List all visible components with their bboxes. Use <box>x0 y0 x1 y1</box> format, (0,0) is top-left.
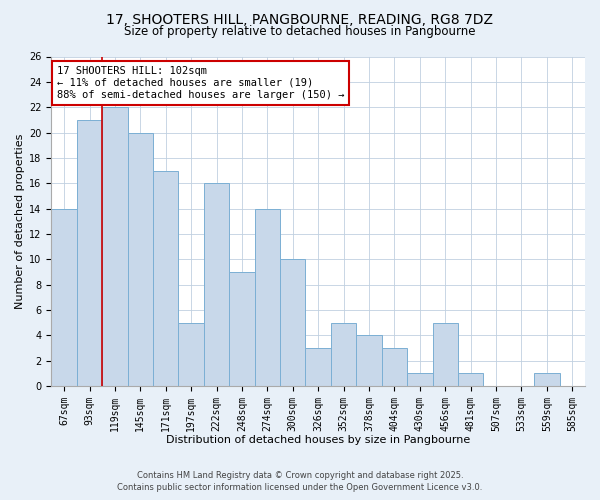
Text: 17, SHOOTERS HILL, PANGBOURNE, READING, RG8 7DZ: 17, SHOOTERS HILL, PANGBOURNE, READING, … <box>107 12 493 26</box>
Bar <box>305 348 331 386</box>
Bar <box>52 208 77 386</box>
Bar <box>331 322 356 386</box>
Bar <box>178 322 204 386</box>
Y-axis label: Number of detached properties: Number of detached properties <box>15 134 25 309</box>
Bar <box>356 335 382 386</box>
Text: Size of property relative to detached houses in Pangbourne: Size of property relative to detached ho… <box>124 25 476 38</box>
Bar <box>280 259 305 386</box>
Bar <box>433 322 458 386</box>
X-axis label: Distribution of detached houses by size in Pangbourne: Distribution of detached houses by size … <box>166 435 470 445</box>
Bar <box>128 132 153 386</box>
Bar <box>382 348 407 386</box>
Bar <box>153 170 178 386</box>
Text: 17 SHOOTERS HILL: 102sqm
← 11% of detached houses are smaller (19)
88% of semi-d: 17 SHOOTERS HILL: 102sqm ← 11% of detach… <box>57 66 344 100</box>
Bar <box>77 120 102 386</box>
Bar <box>407 373 433 386</box>
Bar <box>229 272 254 386</box>
Bar <box>102 107 128 386</box>
Text: Contains HM Land Registry data © Crown copyright and database right 2025.
Contai: Contains HM Land Registry data © Crown c… <box>118 471 482 492</box>
Bar <box>534 373 560 386</box>
Bar <box>458 373 484 386</box>
Bar <box>204 183 229 386</box>
Bar <box>254 208 280 386</box>
